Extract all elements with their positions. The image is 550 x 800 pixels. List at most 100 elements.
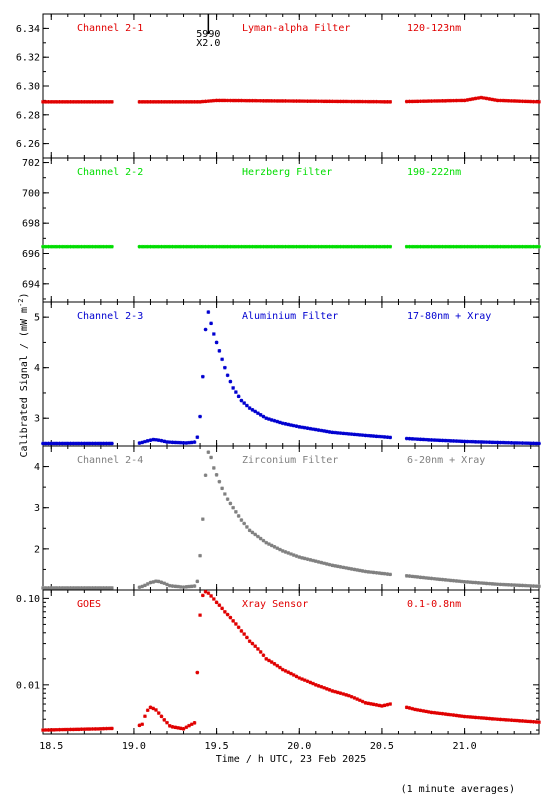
data-point (358, 568, 362, 573)
data-point (506, 98, 511, 103)
data-point (264, 540, 268, 545)
data-point (151, 244, 156, 249)
data-point (314, 559, 318, 563)
data-point (159, 100, 164, 104)
data-point (344, 244, 348, 249)
data-point (404, 99, 409, 104)
data-point (267, 99, 271, 103)
y-tick-label: 700 (22, 188, 40, 199)
data-point (311, 681, 315, 686)
data-point (280, 549, 285, 553)
data-point (369, 99, 373, 104)
data-point (454, 244, 459, 249)
data-point (322, 561, 326, 566)
data-point (88, 727, 92, 731)
data-point (176, 100, 180, 104)
data-point (154, 437, 158, 442)
data-point (110, 441, 114, 446)
data-point (203, 244, 208, 249)
data-point (487, 244, 492, 249)
data-point (187, 723, 191, 728)
data-point (181, 585, 186, 589)
panel-filter-label: Herzberg Filter (242, 167, 332, 178)
data-point (515, 583, 519, 587)
data-point (74, 586, 78, 590)
data-series (41, 310, 541, 446)
data-point (231, 386, 235, 390)
data-point (457, 98, 461, 103)
data-point (468, 439, 472, 444)
data-point (184, 585, 189, 589)
data-point (493, 717, 497, 721)
data-point (415, 575, 420, 579)
data-point (253, 98, 257, 103)
data-point (410, 437, 415, 441)
data-point (349, 694, 354, 699)
panel-band-label: 190-222nm (407, 167, 461, 178)
data-point (159, 438, 164, 443)
data-point (512, 718, 516, 723)
data-point (333, 244, 337, 249)
y-tick-label: 6.28 (16, 110, 40, 121)
data-point (523, 719, 528, 723)
data-point (388, 435, 392, 440)
data-point (410, 574, 415, 579)
data-point (305, 557, 310, 561)
data-point (278, 547, 282, 552)
data-point (156, 100, 161, 104)
data-point (330, 244, 335, 249)
data-point (493, 244, 497, 249)
data-point (173, 100, 178, 104)
panel-band-label: 6-20nm + Xray (407, 455, 485, 466)
data-point (223, 609, 227, 614)
data-point (88, 244, 92, 249)
data-point (148, 705, 153, 710)
data-point (201, 517, 205, 521)
data-point (267, 244, 271, 249)
data-point (231, 619, 235, 623)
data-point (457, 439, 461, 443)
data-point (253, 244, 257, 249)
data-point (41, 441, 45, 446)
data-point (471, 580, 475, 585)
data-point (374, 99, 379, 104)
data-point (311, 558, 315, 563)
data-point (415, 99, 420, 104)
data-point (54, 100, 59, 104)
data-point (369, 702, 373, 706)
data-point (308, 244, 313, 249)
data-point (267, 542, 271, 546)
data-point (341, 244, 346, 249)
data-point (449, 244, 453, 249)
data-point (407, 706, 412, 710)
data-point (473, 439, 478, 444)
data-point (209, 321, 213, 326)
data-point (165, 440, 169, 444)
data-point (429, 710, 434, 715)
data-point (167, 724, 172, 728)
data-point (347, 566, 351, 571)
data-point (49, 244, 54, 249)
data-point (325, 429, 329, 434)
data-point (148, 580, 153, 585)
data-point (85, 586, 89, 590)
data-point (509, 441, 514, 445)
data-point (413, 437, 417, 441)
data-point (534, 720, 539, 724)
data-point (415, 708, 420, 712)
data-point (156, 579, 161, 584)
data-point (101, 244, 106, 249)
data-point (443, 98, 448, 103)
data-point (443, 712, 448, 716)
data-point (49, 728, 54, 732)
data-point (319, 99, 324, 104)
data-point (506, 244, 511, 249)
data-point (369, 570, 373, 574)
data-point (327, 244, 332, 249)
data-point (460, 579, 464, 584)
data-point (54, 441, 59, 446)
data-point (302, 425, 307, 430)
data-point (272, 662, 277, 666)
data-point (380, 434, 384, 439)
